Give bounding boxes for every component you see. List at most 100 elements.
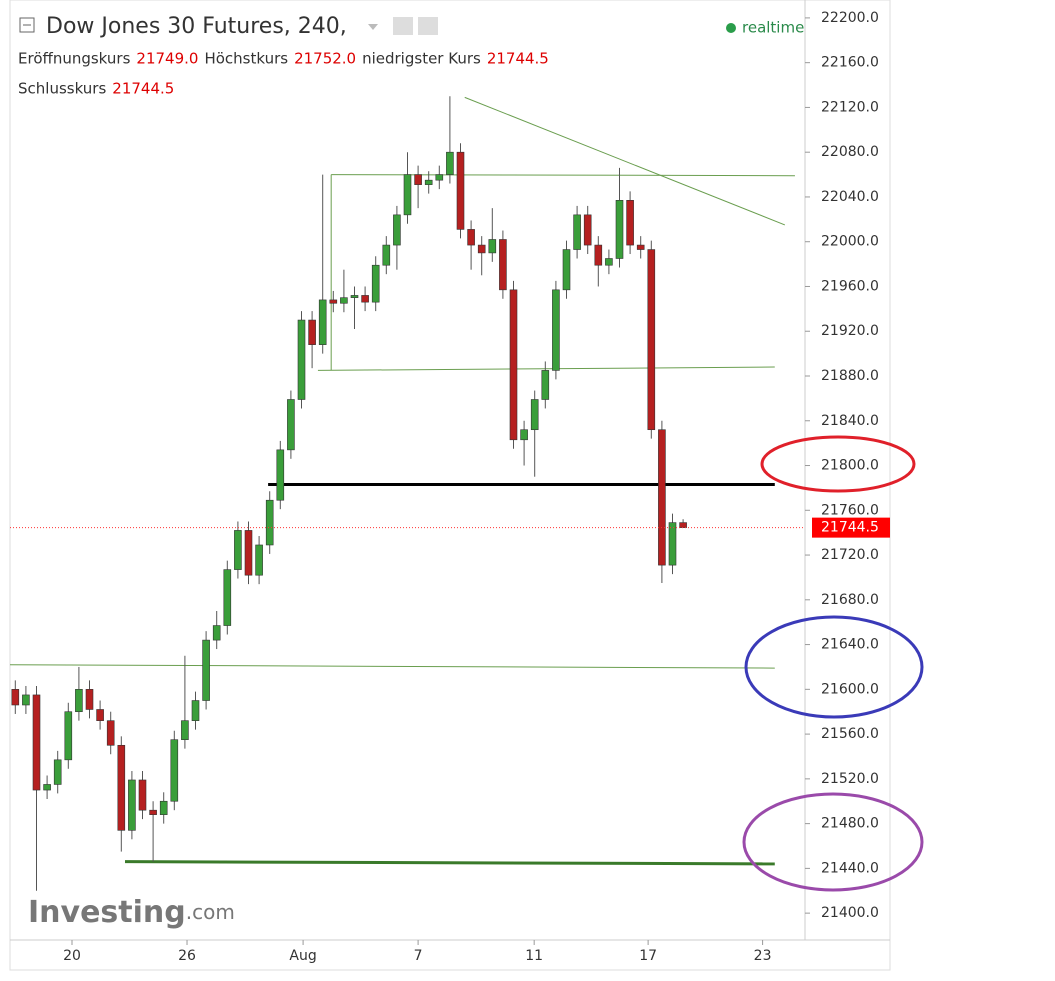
- candle-body: [371, 264, 380, 303]
- x-tick-label: 26: [178, 948, 196, 964]
- watermark-main: Investing: [28, 895, 186, 930]
- candle-body: [424, 179, 433, 185]
- candle-body: [117, 744, 126, 831]
- gear-icon[interactable]: [418, 17, 438, 35]
- watermark-suffix: .com: [186, 900, 235, 924]
- candle-body: [626, 200, 634, 246]
- candle-body: [562, 249, 571, 291]
- candle-body: [191, 700, 200, 721]
- y-tick-label: 22040.0: [821, 189, 879, 205]
- candle-body: [181, 720, 189, 740]
- header: Eröffnungskurs 21749.0 Höchstkurs 21752.0 ni…: [18, 50, 549, 98]
- y-tick-label: 21760.0: [821, 502, 879, 518]
- x-tick-label: 7: [414, 948, 423, 964]
- y-tick-label: 22000.0: [821, 234, 879, 250]
- y-tick-label: 21440.0: [821, 860, 879, 876]
- candle-body: [202, 639, 210, 701]
- x-tick-label: 20: [63, 948, 81, 964]
- candle-body: [244, 530, 253, 576]
- candle-body: [499, 239, 507, 291]
- candle-body: [223, 569, 232, 626]
- header-label: Eröffnungskurs: [18, 50, 131, 68]
- watermark: Investing.com: [28, 895, 235, 930]
- last-price-box: [812, 517, 890, 538]
- y-tick-label: 21400.0: [821, 905, 879, 921]
- trend-line: [317, 366, 775, 371]
- candle-body: [96, 709, 104, 721]
- header-label: Höchstkurs: [204, 50, 288, 68]
- candle-body: [393, 214, 401, 246]
- candle-body: [276, 449, 285, 501]
- y-tick-label: 21920.0: [821, 323, 879, 339]
- y-tick-label: 22120.0: [821, 99, 879, 115]
- y-tick-label: 21720.0: [821, 547, 879, 563]
- highlight-ellipse: [742, 792, 924, 892]
- candle-body: [255, 544, 263, 576]
- candle-body: [212, 625, 221, 641]
- candle-body: [541, 370, 550, 400]
- trend-line: [125, 860, 775, 866]
- candle-body: [583, 214, 592, 246]
- candle-body: [287, 399, 295, 451]
- y-tick-label: 21800.0: [821, 458, 879, 474]
- candle-body: [552, 289, 560, 371]
- candle-body: [446, 151, 454, 175]
- candle-body: [477, 244, 486, 254]
- candle-body: [456, 151, 465, 230]
- highlight-ellipse: [744, 615, 924, 719]
- header-value: 21752.0: [294, 50, 356, 68]
- candle-body: [594, 244, 603, 266]
- candle-body: [106, 720, 115, 746]
- candle-body: [308, 319, 316, 345]
- candle-body: [22, 694, 30, 706]
- candle-body: [234, 530, 242, 570]
- candle-body: [403, 174, 412, 216]
- y-tick-label: 21960.0: [821, 278, 879, 294]
- header-label: Schlusskurs: [18, 80, 106, 98]
- candle-body: [679, 522, 687, 528]
- candle-body: [64, 711, 73, 761]
- candle-body: [636, 244, 645, 250]
- candle-body: [605, 258, 613, 266]
- candle-body: [75, 689, 83, 713]
- y-tick-label: 21520.0: [821, 771, 879, 787]
- candle-body: [318, 299, 327, 345]
- x-tick-label: 17: [639, 948, 657, 964]
- candle-body: [668, 522, 677, 566]
- candle-body: [615, 200, 624, 259]
- header-value: 21744.5: [112, 80, 174, 98]
- trend-line: [331, 174, 795, 177]
- trend-line: [464, 96, 786, 226]
- y-tick-label: 21600.0: [821, 681, 879, 697]
- trend-line: [9, 664, 775, 669]
- candle-body: [467, 229, 475, 246]
- y-tick-label: 22160.0: [821, 55, 879, 71]
- y-tick-label: 21680.0: [821, 592, 879, 608]
- last-price-label: 21744.5: [821, 520, 879, 536]
- candle-body: [265, 499, 274, 546]
- y-tick-label: 21840.0: [821, 413, 879, 429]
- candle-body: [382, 244, 391, 266]
- candle-body: [53, 759, 62, 785]
- y-tick-label: 21880.0: [821, 368, 879, 384]
- candle-body: [573, 214, 581, 250]
- dropdown-icon[interactable]: [368, 24, 378, 30]
- candle-body: [128, 779, 136, 831]
- candle-body: [340, 297, 348, 304]
- header-label: niedrigster Kurs: [362, 50, 481, 68]
- candle-body: [488, 239, 497, 254]
- y-tick-label: 21480.0: [821, 816, 879, 832]
- candle-body: [11, 689, 20, 706]
- highlight-ellipse: [760, 435, 916, 493]
- header-value: 21744.5: [487, 50, 549, 68]
- y-tick-label: 22200.0: [821, 10, 879, 26]
- settings-icon[interactable]: [393, 17, 413, 35]
- candle-body: [530, 399, 539, 431]
- chart-title: Dow Jones 30 Futures, 240,: [46, 14, 347, 39]
- collapse-icon[interactable]: [19, 17, 35, 33]
- x-tick-label: Aug: [289, 948, 316, 964]
- y-tick-label: 21640.0: [821, 637, 879, 653]
- x-tick-label: 11: [525, 948, 543, 964]
- x-tick-label: 23: [754, 948, 772, 964]
- status-dot: [726, 23, 736, 33]
